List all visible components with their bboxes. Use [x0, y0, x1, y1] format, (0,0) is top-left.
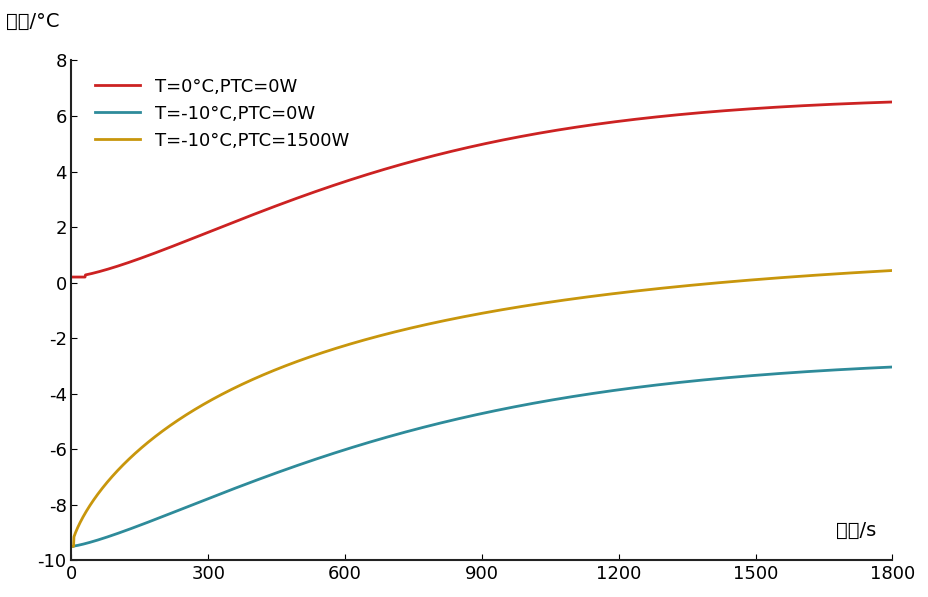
T=-10°C,PTC=1500W — [66, 543, 77, 550]
T=0°C,PTC=0W — [108, 264, 119, 271]
T=-10°C,PTC=1500W — [862, 268, 873, 275]
Line: T=-10°C,PTC=0W: T=-10°C,PTC=0W — [71, 367, 892, 546]
T=-10°C,PTC=0W — [712, 375, 723, 382]
Legend: T=0°C,PTC=0W, T=-10°C,PTC=0W, T=-10°C,PTC=1500W: T=0°C,PTC=0W, T=-10°C,PTC=0W, T=-10°C,PT… — [88, 70, 355, 157]
T=0°C,PTC=0W — [862, 99, 873, 106]
T=-10°C,PTC=0W — [443, 417, 454, 424]
T=-10°C,PTC=1500W — [465, 312, 476, 319]
T=-10°C,PTC=0W — [66, 543, 77, 550]
T=-10°C,PTC=1500W — [443, 316, 454, 324]
T=-10°C,PTC=0W — [886, 364, 897, 371]
T=0°C,PTC=0W — [886, 99, 897, 106]
Text: 时间/s: 时间/s — [835, 521, 875, 540]
T=-10°C,PTC=0W — [862, 365, 873, 372]
T=-10°C,PTC=0W — [862, 365, 873, 372]
T=-10°C,PTC=1500W — [108, 472, 119, 479]
T=-10°C,PTC=0W — [108, 531, 119, 538]
T=-10°C,PTC=1500W — [862, 268, 873, 275]
Line: T=0°C,PTC=0W: T=0°C,PTC=0W — [71, 102, 892, 277]
T=0°C,PTC=0W — [712, 107, 723, 115]
T=0°C,PTC=0W — [465, 143, 476, 150]
T=-10°C,PTC=0W — [465, 413, 476, 420]
T=0°C,PTC=0W — [443, 149, 454, 156]
T=0°C,PTC=0W — [66, 273, 77, 281]
T=-10°C,PTC=1500W — [712, 279, 723, 287]
Line: T=-10°C,PTC=1500W: T=-10°C,PTC=1500W — [71, 270, 892, 546]
Text: 温度/°C: 温度/°C — [6, 11, 59, 30]
T=-10°C,PTC=1500W — [886, 267, 897, 274]
T=0°C,PTC=0W — [862, 99, 873, 106]
